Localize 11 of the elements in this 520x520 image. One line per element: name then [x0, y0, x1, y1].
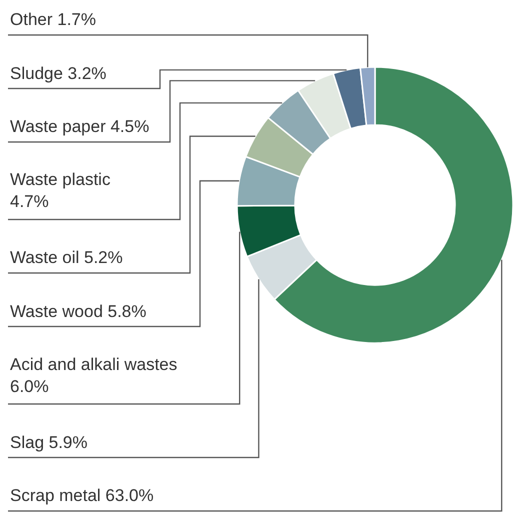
slice-label: Waste wood 5.8% [10, 302, 146, 321]
slice-label: Waste oil 5.2% [10, 248, 123, 267]
slice-label: Sludge 3.2% [10, 64, 106, 83]
data-label: 6.0% [10, 377, 49, 396]
slice-label: Scrap metal 63.0% [10, 486, 154, 505]
slice-label: Waste plastic [10, 170, 111, 189]
slice-label: Other 1.7% [10, 10, 96, 29]
slice-label: Slag 5.9% [10, 433, 88, 452]
slice-label: Waste paper 4.5% [10, 117, 150, 136]
slice-label: Acid and alkali wastes [10, 355, 178, 374]
data-label: 4.7% [10, 192, 49, 212]
